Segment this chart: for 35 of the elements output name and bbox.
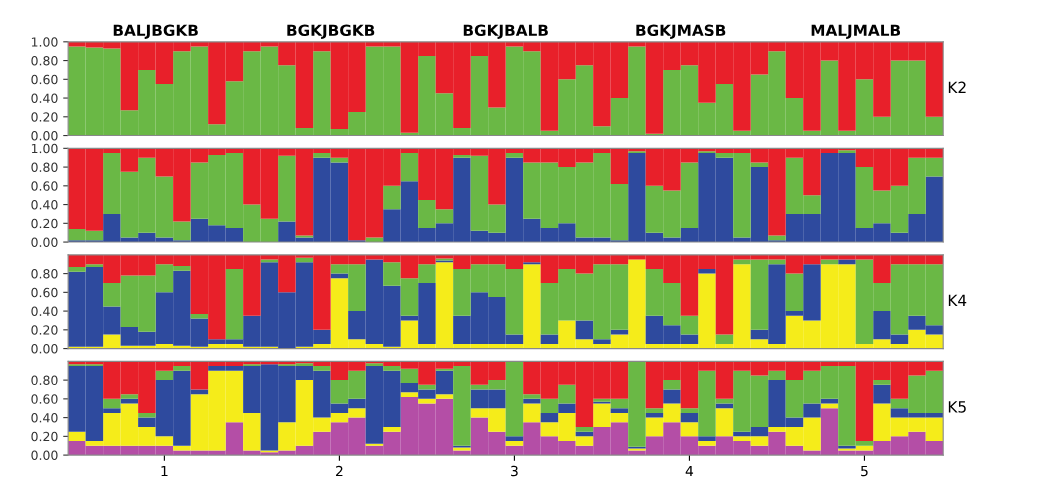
y-tick-label: 0.00 <box>31 237 58 247</box>
y-tick-label: 0.20 <box>31 112 58 122</box>
x-tick-label: 5 <box>861 465 868 477</box>
y-tick-label: 0.40 <box>31 200 58 210</box>
y-tick-label: 0.40 <box>31 306 58 317</box>
text: K5 <box>948 401 966 413</box>
y-tick-label: 0.40 <box>31 93 58 103</box>
y-tick-label: 0.80 <box>31 162 58 173</box>
y-tick-label: 0.00 <box>31 131 58 141</box>
y-tick-label: 0.00 <box>31 344 58 354</box>
text: BGKJBALB <box>463 24 548 39</box>
y-tick-label: 0.20 <box>31 431 58 442</box>
x-tick-label: 4 <box>685 465 694 477</box>
y-tick-label: 0.20 <box>31 325 58 335</box>
y-tick-label: 0.40 <box>31 413 58 423</box>
y-tick-label: 0.80 <box>31 269 58 279</box>
y-tick-label: 1.00 <box>31 143 58 154</box>
y-tick-label: 1.00 <box>31 37 58 47</box>
text: BALJBGKB <box>113 24 198 39</box>
x-tick-label: 3 <box>511 465 518 477</box>
text: K2 <box>948 81 966 93</box>
x-tick-label: 2 <box>335 465 343 477</box>
text: BGKJMASB <box>636 24 726 39</box>
y-tick-label: 0.80 <box>31 375 58 386</box>
text: MALJMALB <box>811 24 901 39</box>
y-tick-label: 0.20 <box>31 218 58 229</box>
text: BGKJBGKB <box>287 24 375 39</box>
y-tick-label: 0.60 <box>31 287 58 298</box>
y-tick-label: 0.00 <box>31 450 58 461</box>
y-tick-label: 0.60 <box>31 181 58 191</box>
y-tick-label: 0.60 <box>31 394 58 404</box>
text: K4 <box>948 294 967 306</box>
x-tick-label: 1 <box>161 465 168 477</box>
y-tick-label: 0.60 <box>31 74 58 85</box>
y-tick-label: 0.80 <box>31 56 58 66</box>
